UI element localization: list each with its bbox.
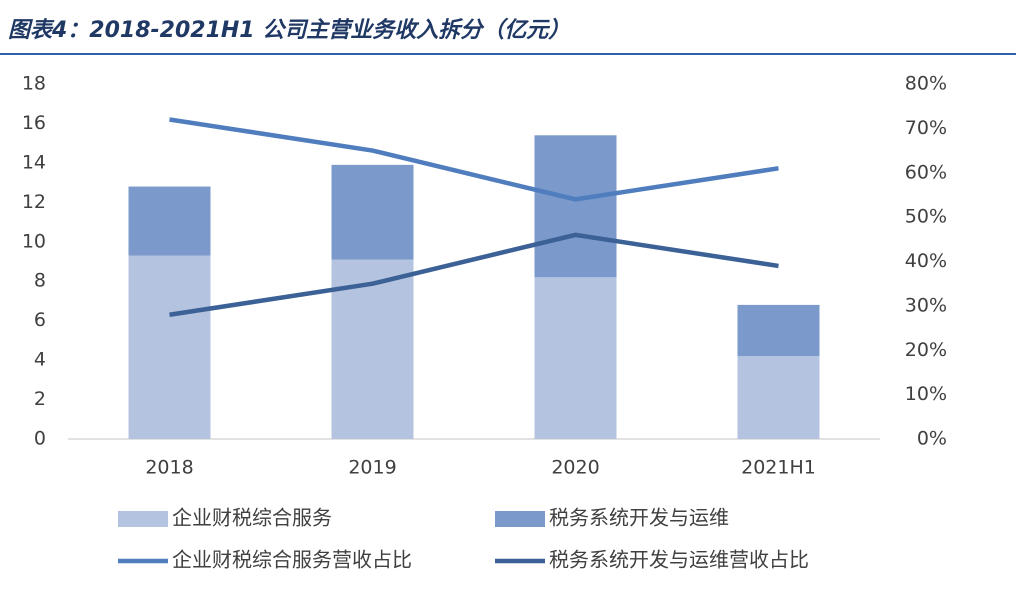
legend-swatch [118, 511, 168, 527]
bar [737, 304, 820, 357]
x-tick-label: 2019 [348, 457, 396, 479]
bar [534, 135, 617, 278]
y-tick-label: 6 [34, 309, 46, 331]
y2-tick-label: 50% [905, 206, 947, 228]
legend-label: 企业财税综合服务营收占比 [172, 548, 412, 572]
legend-label: 税务系统开发与运维营收占比 [549, 548, 809, 572]
bar [128, 255, 211, 439]
y-tick-label: 10 [22, 230, 46, 252]
y-tick-label: 0 [34, 428, 46, 450]
y-tick-label: 16 [22, 112, 46, 134]
line [169, 232, 779, 317]
line [169, 117, 779, 202]
y2-tick-label: 40% [905, 250, 947, 272]
bar [737, 356, 820, 439]
legend-label: 企业财税综合服务 [172, 506, 332, 530]
y-tick-label: 14 [22, 151, 46, 173]
y-tick-label: 12 [22, 191, 46, 213]
y-tick-label: 4 [34, 349, 46, 371]
x-tick-label: 2021H1 [741, 457, 816, 479]
y-tick-label: 18 [22, 73, 46, 95]
y2-tick-label: 0% [917, 428, 947, 450]
chart-title: 图表4：2018-2021H1 公司主营业务收入拆分（亿元） [8, 17, 570, 43]
bar [128, 186, 211, 256]
legend-label: 税务系统开发与运维 [549, 506, 729, 530]
x-tick-label: 2018 [145, 457, 193, 479]
bar [331, 164, 414, 260]
y2-tick-label: 70% [905, 117, 947, 139]
legend-swatch [495, 511, 545, 527]
y2-tick-label: 20% [905, 339, 947, 361]
y2-tick-label: 10% [905, 383, 947, 405]
x-tick-label: 2020 [551, 457, 599, 479]
y-tick-label: 2 [34, 388, 46, 410]
bar [534, 277, 617, 439]
y2-tick-label: 30% [905, 294, 947, 316]
y2-tick-label: 80% [905, 73, 947, 95]
y-tick-label: 8 [34, 270, 46, 292]
y2-tick-label: 60% [905, 161, 947, 183]
